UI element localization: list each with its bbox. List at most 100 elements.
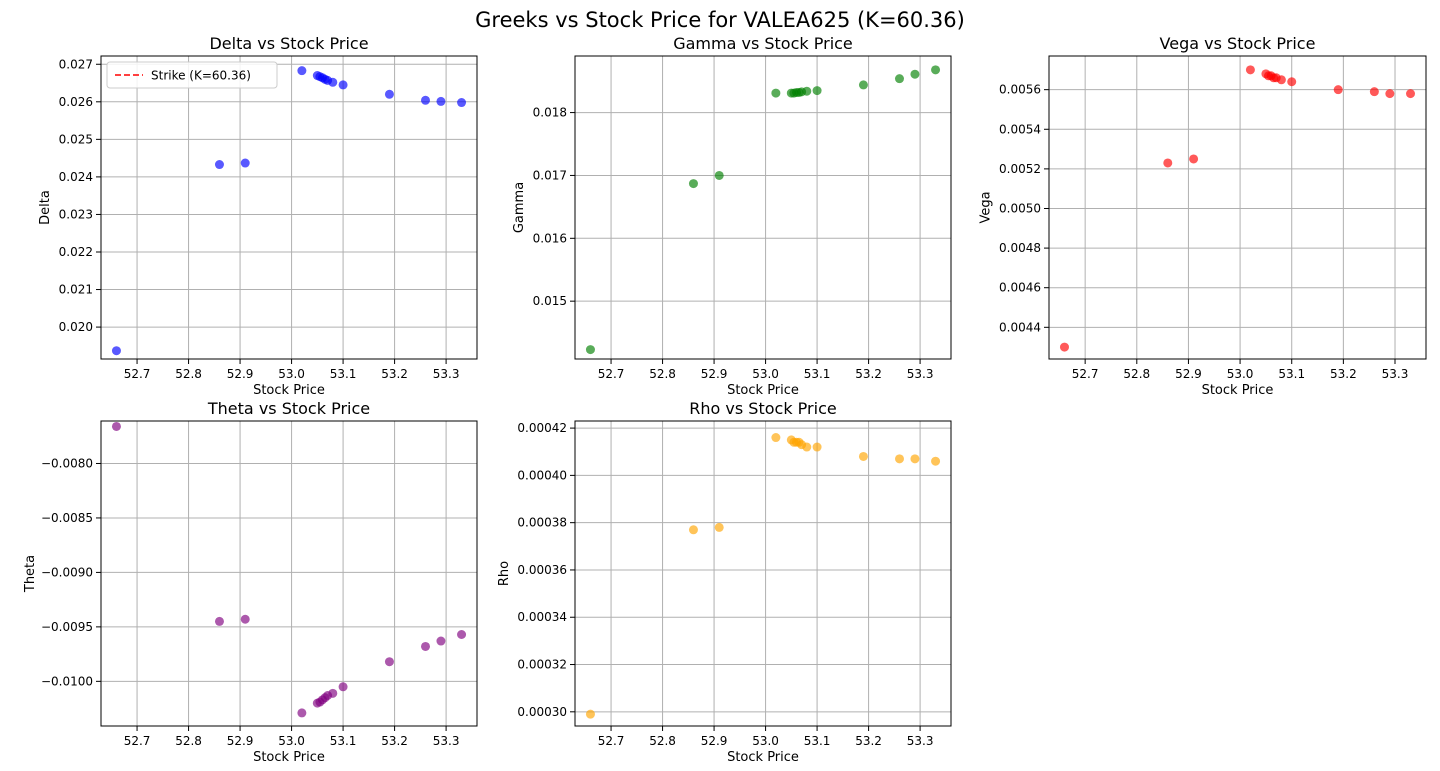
gamma-subplot: 52.7 52.8 52.9 53.0 53.1 53.2 53.3 0.015 0.016 0.… [512, 34, 952, 398]
vega-x-tick-label: 53.3 [1382, 367, 1409, 381]
legend-label: Strike (K=60.36) [151, 69, 251, 83]
vega-subplot-title: Vega vs Stock Price [1160, 34, 1316, 53]
vega-y-tick-label: 0.0056 [999, 83, 1041, 97]
vega-y-axis-label: Vega [978, 191, 993, 223]
theta-x-tick-label: 53.2 [381, 734, 408, 748]
theta-y-tick-label: −0.0080 [41, 456, 93, 470]
gamma-data-point [585, 345, 595, 355]
theta-subplot: 52.7 52.8 52.9 53.0 53.1 53.2 53.3 −0.0080 −0.00… [23, 399, 478, 765]
vega-data-point [1333, 85, 1343, 95]
rho-y-tick-label: 0.00042 [517, 421, 567, 435]
theta-y-tick-label: −0.0090 [41, 565, 93, 579]
gamma-data-point [931, 65, 941, 75]
rho-data-point [858, 451, 868, 461]
theta-data-point [436, 636, 446, 646]
legend-box [106, 61, 278, 89]
rho-data-point [771, 433, 781, 443]
rho-y-tick-label: 0.00038 [517, 516, 567, 530]
theta-data-point [420, 641, 430, 651]
delta-subplot: 52.7 52.8 52.9 53.0 53.1 53.2 53.3 0.020 0.021 0.… [38, 34, 478, 398]
theta-y-tick-label: −0.0085 [41, 511, 93, 525]
gamma-x-axis-label: Stock Price [727, 383, 799, 398]
theta-x-tick-label: 52.7 [124, 734, 151, 748]
delta-data-point [384, 89, 394, 99]
vega-data-point [1245, 65, 1255, 75]
rho-data-point [714, 522, 724, 532]
gamma-subplot-title: Gamma vs Stock Price [673, 34, 853, 53]
gamma-x-tick-label: 52.9 [701, 367, 728, 381]
gamma-x-tick-label: 53.3 [907, 367, 934, 381]
vega-data-point [1406, 89, 1416, 99]
vega-x-tick-label: 52.9 [1175, 367, 1202, 381]
rho-x-tick-label: 53.3 [907, 734, 934, 748]
rho-subplot: 52.7 52.8 52.9 53.0 53.1 53.2 53.3 0.00030 0.000… [497, 399, 952, 765]
delta-x-axis-label: Stock Price [253, 383, 325, 398]
delta-y-tick-label: 0.023 [59, 207, 93, 221]
theta-x-tick-label: 52.8 [175, 734, 202, 748]
vega-y-tick-label: 0.0046 [999, 281, 1041, 295]
delta-data-point [420, 95, 430, 105]
gamma-y-tick-label: 0.018 [533, 106, 567, 120]
vega-y-tick-label: 0.0052 [999, 162, 1041, 176]
delta-y-tick-label: 0.024 [59, 170, 93, 184]
rho-x-tick-label: 52.8 [649, 734, 676, 748]
rho-data-point [931, 456, 941, 466]
vega-x-tick-label: 53.0 [1227, 367, 1254, 381]
gamma-data-point [714, 170, 724, 180]
vega-data-point [1276, 75, 1286, 85]
vega-x-tick-label: 53.1 [1278, 367, 1305, 381]
delta-x-tick-label: 52.8 [175, 367, 202, 381]
vega-data-point [1369, 87, 1379, 97]
theta-data-point [338, 682, 348, 692]
theta-y-tick-label: −0.0100 [41, 674, 93, 688]
theta-data-point [240, 614, 250, 624]
rho-y-tick-label: 0.00036 [517, 563, 567, 577]
rho-x-tick-label: 53.0 [752, 734, 779, 748]
rho-x-tick-label: 52.7 [598, 734, 625, 748]
rho-data-point [894, 454, 904, 464]
gamma-y-tick-label: 0.015 [533, 294, 567, 308]
vega-data-point [1189, 154, 1199, 164]
rho-subplot-title: Rho vs Stock Price [689, 399, 836, 418]
theta-axes-frame [100, 420, 478, 727]
delta-y-tick-label: 0.022 [59, 245, 93, 259]
delta-y-tick-label: 0.021 [59, 283, 93, 297]
vega-data-point [1287, 77, 1297, 87]
vega-x-tick-label: 52.7 [1072, 367, 1099, 381]
theta-x-tick-label: 53.3 [433, 734, 460, 748]
vega-y-tick-label: 0.0044 [999, 320, 1041, 334]
gamma-data-point [910, 69, 920, 79]
delta-data-point [297, 66, 307, 76]
delta-y-axis-label: Delta [38, 190, 53, 225]
delta-x-tick-label: 53.1 [330, 367, 357, 381]
delta-y-tick-label: 0.026 [59, 95, 93, 109]
theta-data-point [111, 421, 121, 431]
rho-data-point [812, 442, 822, 452]
delta-data-point [111, 346, 121, 356]
delta-y-tick-label: 0.020 [59, 320, 93, 334]
theta-x-axis-label: Stock Price [253, 750, 325, 765]
delta-data-point [338, 80, 348, 90]
gamma-y-axis-label: Gamma [512, 182, 527, 233]
rho-y-tick-label: 0.00032 [517, 658, 567, 672]
delta-x-tick-label: 53.0 [278, 367, 305, 381]
rho-data-point [688, 525, 698, 535]
rho-x-tick-label: 53.1 [804, 734, 831, 748]
gamma-axes-frame [574, 55, 952, 360]
vega-y-tick-label: 0.0050 [999, 201, 1041, 215]
delta-x-tick-label: 52.7 [124, 367, 151, 381]
theta-x-tick-label: 53.0 [278, 734, 305, 748]
gamma-data-point [802, 86, 812, 96]
delta-data-point [240, 158, 250, 168]
gamma-x-tick-label: 52.8 [649, 367, 676, 381]
gamma-y-tick-label: 0.016 [533, 231, 567, 245]
vega-y-tick-label: 0.0054 [999, 122, 1041, 136]
gamma-x-tick-label: 53.0 [752, 367, 779, 381]
gamma-data-point [771, 88, 781, 98]
delta-axes-frame [100, 55, 478, 360]
vega-data-point [1163, 158, 1173, 168]
gamma-x-tick-label: 53.1 [804, 367, 831, 381]
delta-data-point [214, 160, 224, 170]
theta-x-tick-label: 52.9 [227, 734, 254, 748]
